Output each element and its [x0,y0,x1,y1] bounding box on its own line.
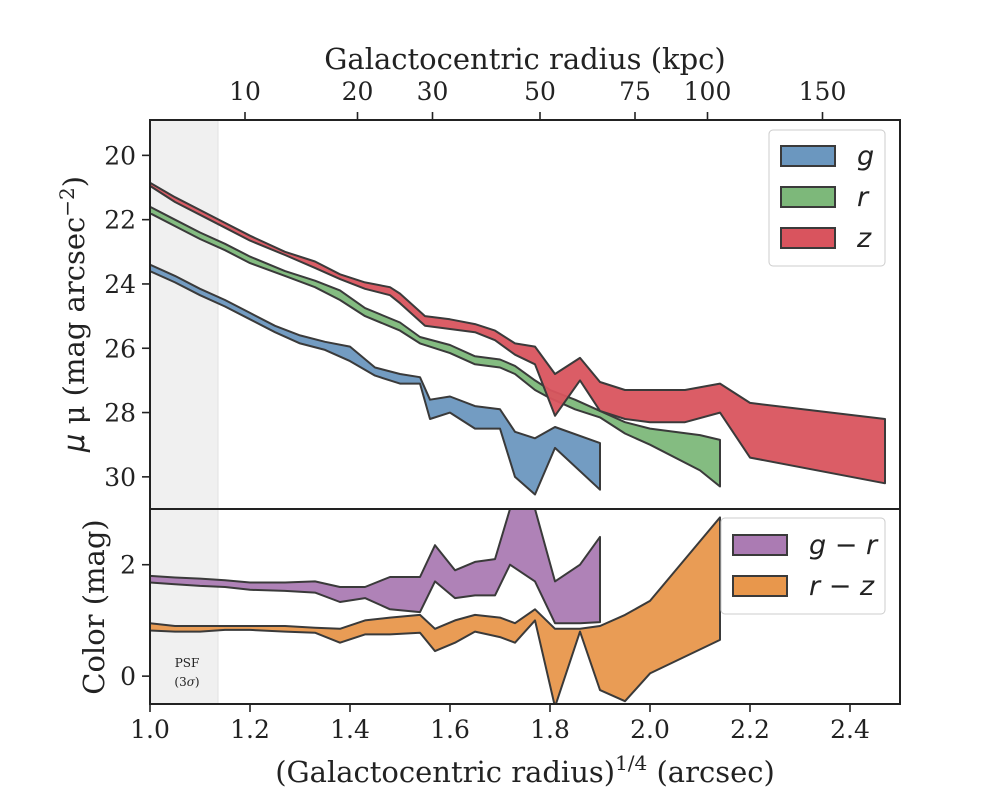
legend-label-g: g [857,141,874,172]
bottom-x-tick-label: 1.2 [230,715,270,744]
top-x-tick-label: 150 [799,77,847,106]
bottom-y-tick-label: 0 [120,662,136,691]
series-g-band [150,263,601,496]
bottom-series-group [150,509,721,704]
top-y-tick-label: 24 [104,270,136,299]
series-z-band [150,181,886,485]
legend-label-r: r [857,182,870,213]
top-x-tick-label: 10 [229,77,261,106]
legend-label-r-minus-z: r − z [809,571,875,602]
top-series-group [150,181,886,496]
top-y-tick-label: 20 [104,141,136,170]
bottom-y-axis-label: Color (mag) [77,519,111,694]
bottom-x-tick-label: 2.2 [730,715,770,744]
bottom-psf-region [150,509,218,704]
psf-annotation-line1: PSF [175,656,200,670]
top-x-tick-label: 20 [342,77,374,106]
legend-label-z: z [856,223,872,254]
bottom-x-tick-label: 1.8 [530,715,570,744]
top-x-tick-label: 75 [619,77,651,106]
series-r-band [150,205,721,488]
top-y-tick-label: 26 [104,334,136,363]
top-panel: 20 22 24 26 28 30 10 20 30 50 75 100 150 Galactocen… [55,42,901,510]
bottom-frame [149,508,901,705]
series-g-minus-r-band [150,509,601,625]
top-y-tick-label: 22 [104,206,136,235]
top-x-axis-label: Galactocentric radius (kpc) [324,42,725,76]
top-psf-region [150,120,218,509]
bottom-x-tick-label: 1.6 [430,715,470,744]
bottom-legend: g − r r − z [720,517,886,615]
top-x-tick-label: 50 [524,77,556,106]
legend-swatch-z [780,227,836,249]
bottom-y-tick-label: 2 [120,551,136,580]
bottom-x-tick-label: 1.0 [130,715,170,744]
top-y-axis-label: μ μ (mag arcsec−2) [55,176,91,453]
bottom-y-axis: 02 [120,551,150,691]
top-x-tick-label: 100 [684,77,732,106]
legend-swatch-g-minus-r [732,534,788,556]
bottom-x-axis: 1.0 1.2 1.4 1.6 1.8 2.0 2.2 2.4 [130,704,870,744]
top-y-tick-label: 28 [104,399,136,428]
bottom-panel: 02 1.0 1.2 1.4 1.6 1.8 2.0 2.2 2.4 (Galactocent… [77,508,901,789]
top-legend: grz [768,129,886,267]
legend-swatch-r [780,186,836,208]
top-y-axis: 20 22 24 26 28 30 [104,141,150,492]
legend-swatch-g [780,145,836,167]
top-x-axis: 10 20 30 50 75 100 150 [229,77,846,120]
bottom-x-axis-label: (Galactocentric radius)1/4 (arcsec) [275,751,775,789]
top-x-tick-label: 30 [417,77,449,106]
legend-swatch-r-minus-z [732,575,788,597]
bottom-x-tick-label: 2.4 [830,715,870,744]
bottom-x-tick-label: 2.0 [630,715,670,744]
psf-annotation-line2: (3σ) [174,675,199,689]
series-r-minus-z-band [150,516,721,704]
legend-label-g-minus-r: g − r [809,530,879,561]
top-y-tick-label: 30 [104,463,136,492]
bottom-x-tick-label: 1.4 [330,715,370,744]
psf-annotation: PSF (3σ) [174,656,199,689]
